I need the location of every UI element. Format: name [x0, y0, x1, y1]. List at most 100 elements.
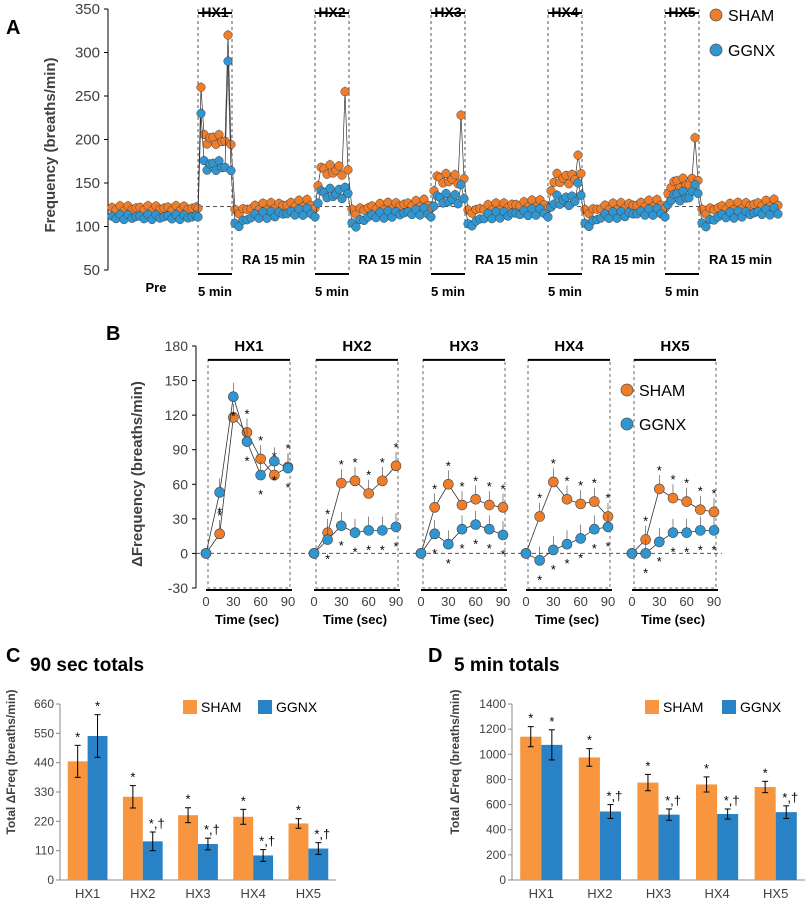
panel-b-x-tick-label: 0 [417, 594, 424, 609]
panel-b-x-axis-title: Time (sec) [641, 612, 705, 627]
panel-b-sham-significance-mark: * [217, 508, 222, 523]
legend-d-sham-label: SHAM [663, 699, 703, 715]
panel-letter-c: C [6, 645, 20, 667]
panel-d-ggnx-significance-mark: * [549, 714, 554, 729]
panel-a-y-tick-label: 50 [83, 262, 100, 279]
panel-a-pre-label: Pre [146, 280, 167, 295]
panel-b-ggnx-significance-mark: * [272, 473, 277, 488]
panel-b-ggnx-significance-mark: * [432, 546, 437, 561]
panel-c-category-label: HX5 [296, 886, 321, 901]
panel-b-sham-point [336, 477, 347, 489]
panel-b-x-axis-title: Time (sec) [323, 612, 387, 627]
panel-c-category-label: HX3 [185, 886, 210, 901]
panel-b-sham-significance-mark: * [698, 484, 703, 499]
panel-c-ggnx-bar [308, 848, 329, 880]
panel-b-x-tick-label: 90 [281, 594, 295, 609]
panel-d-sham-significance-mark: * [704, 761, 709, 776]
panel-b-y-tick-label: 0 [180, 545, 188, 561]
panel-a-sham-point [456, 110, 466, 120]
panel-b-ggnx-point [520, 548, 532, 559]
panel-b: B ΔFrequency (breaths/min) -30 0 30 60 90 120… [106, 323, 722, 627]
panel-b-x-tick-label: 30 [226, 594, 240, 609]
panel-b-x-tick-label: 60 [468, 594, 482, 609]
panel-c-category-label: HX1 [75, 886, 100, 901]
panel-b-sham-significance-mark: * [551, 456, 556, 471]
panel-b-ggnx-significance-mark: * [325, 552, 330, 567]
legend-a-ggnx-marker [709, 43, 723, 57]
panel-c-ggnx-significance-mark: *,† [204, 822, 220, 837]
panel-c-y-tick-label: 550 [34, 726, 54, 740]
panel-a-sham-point [196, 82, 206, 92]
panel-b-ggnx-significance-mark: * [366, 542, 371, 557]
panel-b-ggnx-point [589, 523, 600, 535]
panel-b-sham-point [681, 496, 692, 507]
panel-d-sham-significance-mark: * [763, 765, 768, 780]
panel-c-sham-bar [178, 815, 198, 880]
panel-b-ggnx-significance-mark: * [698, 542, 703, 557]
panel-b-sham-point [654, 483, 665, 495]
panel-b-ggnx-point [200, 548, 212, 559]
panel-c-sham-significance-mark: * [241, 793, 246, 808]
legend-b-sham-label: SHAM [639, 383, 685, 400]
panel-b-sham-point [589, 496, 600, 507]
panel-b-ggnx-significance-mark: * [473, 537, 478, 552]
panel-b-y-tick-label: 90 [172, 442, 188, 458]
panel-b-ggnx-point [534, 555, 545, 566]
panel-b-sham-significance-mark: * [432, 481, 437, 496]
panel-b-ggnx-point [602, 521, 614, 533]
panel-b-ggnx-significance-mark: * [487, 541, 492, 556]
panel-b-x-tick-label: 0 [628, 594, 635, 609]
panel-a-ggnx-point [310, 212, 320, 222]
panel-b-sham-point [363, 488, 374, 499]
panel-a-sham-point [226, 139, 236, 150]
panel-b-sham-point [548, 476, 559, 488]
panel-b-x-tick-label: 30 [546, 594, 560, 609]
panel-b-x-tick-label: 60 [679, 594, 693, 609]
panel-b-sham-significance-mark: * [473, 473, 478, 488]
panel-b-ggnx-significance-mark: * [551, 562, 556, 577]
panel-b-ggnx-point [349, 527, 361, 538]
panel-b-ggnx-point [695, 525, 706, 536]
panel-b-x-tick-label: 30 [334, 594, 348, 609]
panel-b-ggnx-point [363, 525, 374, 536]
panel-a-hx-label: HX4 [551, 4, 578, 20]
panel-a-ggnx-point [701, 222, 711, 232]
panel-b-x-tick-label: 60 [573, 594, 587, 609]
panel-c-y-axis-title: Total ΔFreq (breaths/min) [4, 689, 18, 834]
panel-b-ggnx-significance-mark: * [643, 565, 648, 580]
panel-b-sham-significance-mark: * [643, 514, 648, 529]
panel-d-ggnx-significance-mark: *,† [782, 790, 798, 805]
panel-a-ra-label: RA 15 min [475, 252, 538, 267]
panel-a-ggnx-point [450, 190, 460, 200]
panel-b-x-axis-title: Time (sec) [535, 612, 599, 627]
panel-b-hx-label: HX5 [660, 338, 689, 355]
panel-d-y-tick-label: 400 [486, 823, 506, 837]
panel-b-ggnx-point [429, 528, 440, 540]
panel-d-ggnx-bar [658, 814, 680, 880]
panel-b-sham-significance-mark: * [366, 468, 371, 483]
panel-b-ggnx-significance-mark: * [231, 409, 236, 424]
panel-b-y-axis-title: ΔFrequency (breaths/min) [129, 381, 146, 567]
panel-b-sham-point [443, 478, 454, 490]
panel-b-ggnx-point [308, 548, 320, 559]
panel-b-ggnx-point [390, 521, 402, 533]
panel-b-ggnx-significance-mark: * [217, 504, 222, 519]
panel-b-x-tick-label: 60 [361, 594, 375, 609]
panel-b-y-tick-label: 120 [165, 407, 189, 423]
panel-c-sham-significance-mark: * [186, 792, 191, 807]
panel-b-sham-point [561, 493, 573, 505]
panel-b-sham-significance-mark: * [258, 433, 263, 448]
legend-c-sham-label: SHAM [201, 699, 241, 715]
panel-b-x-tick-label: 90 [496, 594, 510, 609]
panel-b-sham-point [575, 498, 586, 510]
panel-d-y-tick-label: 1000 [479, 747, 506, 761]
panel-c-category-label: HX4 [241, 886, 266, 901]
panel-a-ggnx-point [193, 212, 203, 222]
panel-b-sham-significance-mark: * [380, 455, 385, 470]
panel-b-legend: SHAM GGNX [620, 383, 686, 434]
panel-a-ra-label: RA 15 min [358, 252, 421, 267]
panel-b-sham-significance-mark: * [670, 472, 675, 487]
panel-a-ggnx-point [453, 199, 463, 209]
panel-a-ggnx-point [223, 56, 233, 66]
